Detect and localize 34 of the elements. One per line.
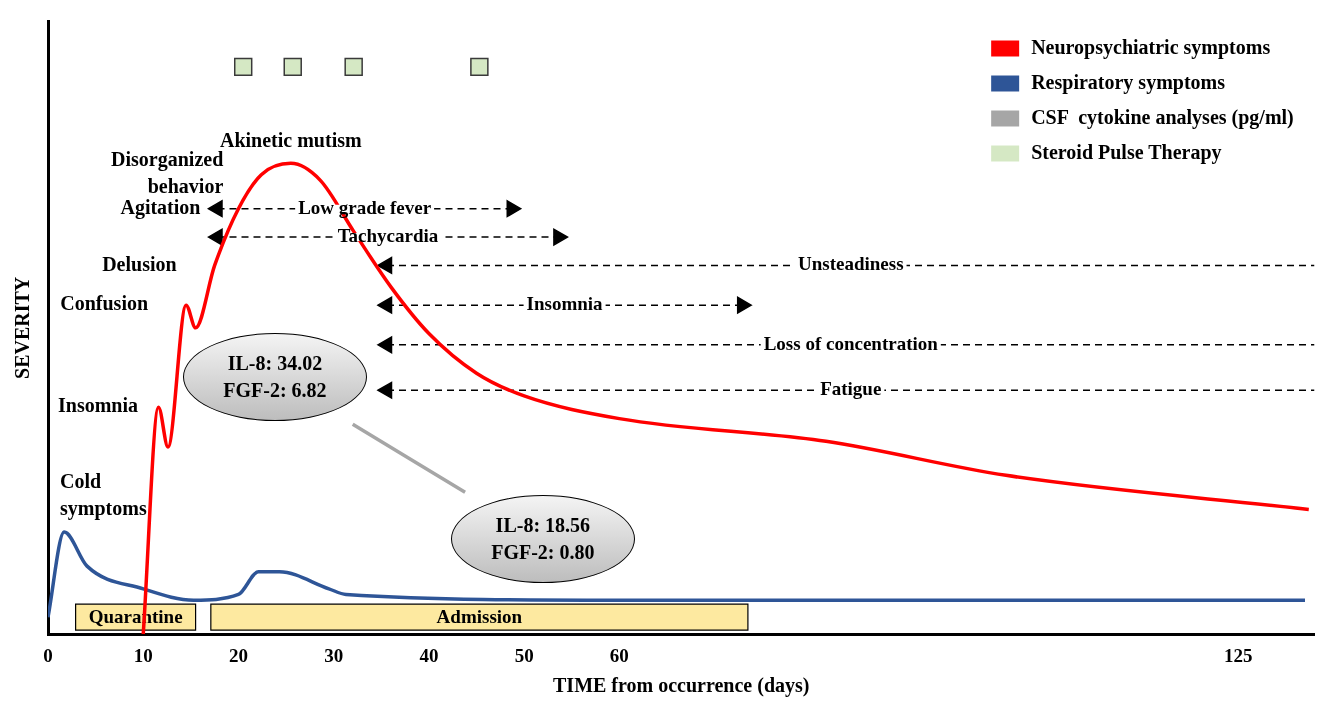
- series-label: Tachycardia: [337, 224, 439, 246]
- annotation: Disorganized behavior: [111, 148, 224, 198]
- y-axis-title: SEVERITY: [11, 276, 34, 379]
- x-tick-label: 60: [609, 644, 629, 666]
- series-label: Fatigue: [820, 378, 882, 400]
- x-tick-label: 20: [228, 644, 248, 666]
- series-label: Insomnia: [526, 293, 604, 315]
- series-label: Low grade fever: [298, 196, 432, 218]
- annotation: Cold symptoms: [60, 470, 147, 521]
- x-tick-label: 0: [43, 644, 53, 666]
- annotation: Confusion: [60, 292, 149, 315]
- x-axis-title: TIME from occurrence (days): [553, 674, 810, 698]
- annotation: Delusion: [102, 252, 177, 275]
- speech-bubble: IL-8: 18.56 FGF-2: 0.80: [450, 495, 635, 584]
- x-tick-label: 40: [419, 644, 439, 666]
- x-tick-label: 125: [1224, 644, 1253, 666]
- speech-bubble: IL-8: 34.02 FGF-2: 6.82: [182, 333, 367, 422]
- legend-label: Steroid Pulse Therapy: [1031, 140, 1222, 164]
- x-tick-label: 50: [514, 644, 534, 666]
- annotation: Agitation: [120, 195, 201, 219]
- x-tick-label: 10: [133, 644, 153, 666]
- legend-label: Neuropsychiatric symptoms: [1031, 35, 1271, 59]
- point: [344, 57, 363, 77]
- band-label: Admission: [436, 606, 523, 628]
- legend-label: Respiratory symptoms: [1031, 70, 1226, 94]
- annotation: Insomnia: [58, 394, 139, 417]
- series-label: Loss of concentration: [763, 332, 939, 354]
- x-tick-label: 30: [324, 644, 344, 666]
- legend-label: CSF cytokine analyses (pg/ml): [1031, 105, 1294, 129]
- point: [283, 57, 302, 77]
- annotation: Akinetic mutism: [219, 128, 362, 151]
- point: [470, 57, 489, 77]
- point: [233, 57, 253, 77]
- series-label: Unsteadiness: [797, 253, 904, 275]
